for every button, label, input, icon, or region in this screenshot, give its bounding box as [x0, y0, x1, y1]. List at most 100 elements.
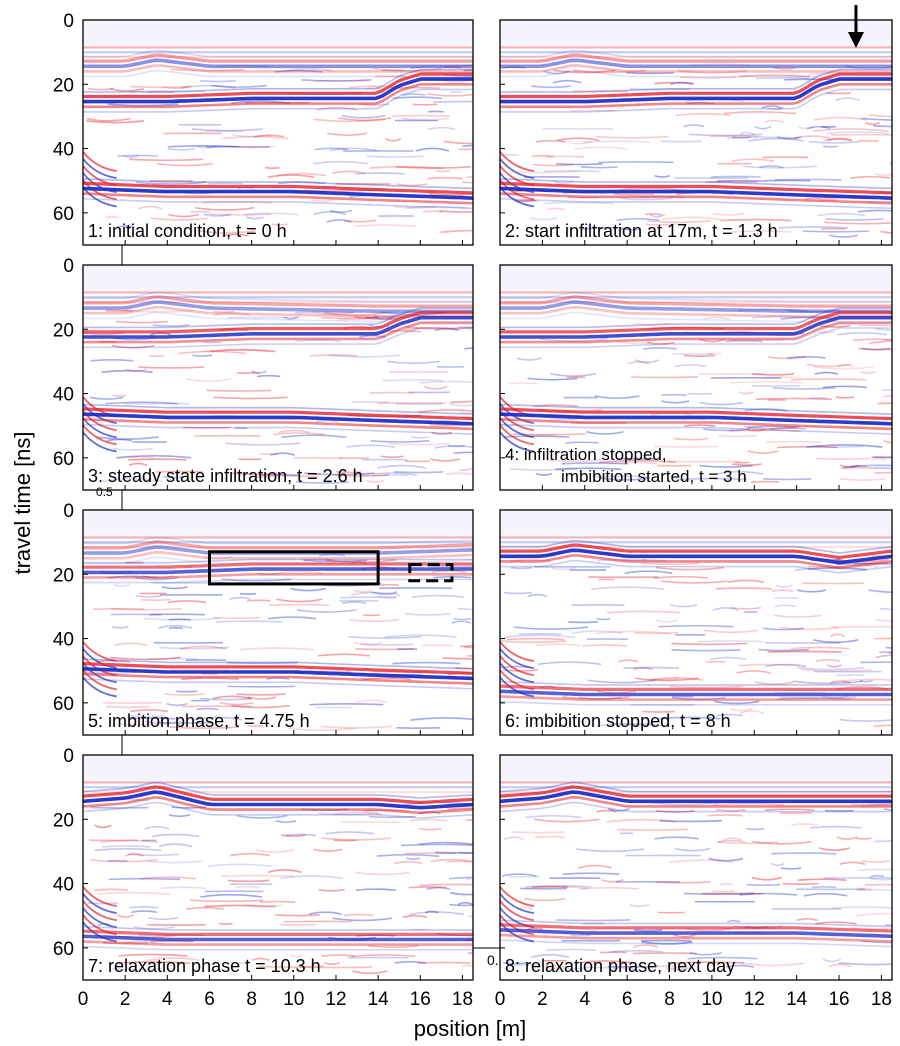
reflector-line — [500, 192, 892, 205]
x-tick-label: 4 — [162, 989, 173, 1010]
panel-label-line2: imbibition started, t = 3 h — [561, 467, 747, 486]
x-tick-label: 0 — [78, 989, 89, 1010]
reflector-line — [500, 315, 892, 339]
reflector-line — [500, 423, 892, 435]
panel-frame — [82, 264, 474, 491]
reflector-line — [500, 321, 892, 344]
reflector-line — [500, 680, 892, 686]
reflector-line — [500, 295, 892, 308]
reflector-line — [500, 311, 892, 334]
reflector-line — [83, 291, 473, 303]
reflector-line — [83, 181, 473, 195]
reflector-line — [83, 790, 473, 810]
reflector-line — [500, 795, 892, 808]
panel-3: 3: steady state infiltration, t = 2.6 h — [82, 264, 474, 491]
reflector-line — [500, 327, 892, 349]
reflector-line — [83, 573, 473, 579]
x-tick-label: 6 — [622, 989, 633, 1010]
reflector-line — [500, 554, 892, 570]
y-tick-label: 0 — [63, 11, 74, 32]
reflector-line — [83, 785, 473, 805]
reflector-line — [83, 327, 473, 349]
reflector-line — [500, 291, 892, 303]
reflector-line — [83, 658, 473, 670]
reflector-line — [500, 68, 892, 93]
reflector-line — [500, 939, 892, 948]
reflector-line — [500, 548, 892, 565]
reflector-line — [500, 801, 892, 813]
reflector-line — [83, 72, 473, 99]
reflector-line — [83, 68, 473, 93]
panel-background — [83, 265, 473, 490]
reflector-line — [500, 72, 892, 99]
panel-label: 6: imbibition stopped, t = 8 h — [505, 711, 731, 731]
y-tick-label: 40 — [53, 385, 74, 406]
radargram-image — [83, 20, 473, 237]
radargram-image — [500, 20, 892, 238]
y-tick-label: 20 — [53, 565, 74, 586]
reflector-line — [500, 919, 892, 928]
y-tick-label: 20 — [53, 75, 74, 96]
x-axis: 0 2 4 6 8 10 12 14 16 18 0 2 4 6 8 10 12 14 16 18 — [78, 989, 892, 1010]
y-tick-label: 60 — [53, 204, 74, 225]
reflector-line — [500, 790, 892, 804]
reflector-line — [83, 83, 473, 109]
reflector-line — [83, 578, 473, 584]
reflector-line — [500, 689, 892, 697]
reflector-line — [500, 928, 892, 939]
reflector-line — [500, 559, 892, 574]
reflector-line — [83, 307, 473, 329]
reflector-line — [83, 315, 473, 339]
x-tick-label: 4 — [579, 989, 590, 1010]
arrow-head — [847, 32, 864, 48]
panel-frame — [499, 264, 893, 491]
reflector-line — [83, 53, 473, 63]
reflector-line — [83, 407, 473, 421]
reflector-line — [500, 403, 892, 415]
x-tick-label: 2 — [120, 989, 131, 1010]
panel-5: 5: imbition phase, t = 4.75 h — [82, 509, 474, 736]
stray-label-left: 0.5 — [96, 485, 113, 499]
reflector-line — [500, 407, 892, 421]
reflector-line — [500, 181, 892, 195]
reflector-line — [500, 77, 892, 104]
reflector-line — [83, 567, 473, 575]
panel-8: 8: relaxation phase, next day — [499, 754, 893, 981]
reflector-line — [83, 540, 473, 550]
reflector-line — [83, 672, 473, 685]
panel-background — [500, 265, 892, 490]
reflector-line — [83, 678, 473, 690]
reflector-line — [500, 64, 892, 73]
reflector-line — [83, 945, 473, 951]
reflector-line — [500, 700, 892, 706]
panel-frame — [82, 509, 474, 736]
panel-label: 3: steady state infiltration, t = 2.6 h — [88, 466, 363, 486]
x-tick-label: 18 — [452, 989, 473, 1010]
panel-frame — [499, 19, 893, 246]
y-tick-label: 0 — [63, 256, 74, 277]
x-tick-label: 18 — [871, 989, 892, 1010]
reflector-line — [83, 77, 473, 104]
reflector-line — [83, 64, 473, 73]
panel-label: 7: relaxation phase t = 10.3 h — [88, 956, 321, 976]
reflector-line — [500, 53, 892, 63]
reflector-line — [83, 551, 473, 560]
reflector-line — [500, 923, 892, 933]
reflector-line — [500, 543, 892, 560]
reflector-line — [500, 197, 892, 210]
reflector-line — [83, 197, 473, 210]
radargram-image — [500, 755, 892, 971]
radargram-image — [83, 510, 473, 731]
panel-4: 4: infiltration stopped, imbibition start… — [499, 264, 893, 491]
radargram-image — [83, 755, 473, 975]
radargram-image — [500, 510, 892, 727]
reflector-line — [83, 562, 473, 569]
radargram-image — [83, 265, 473, 484]
x-tick-label: 0 — [495, 989, 506, 1010]
reflector-line — [83, 321, 473, 344]
highlight-box-solid — [207, 550, 380, 586]
reflector-line — [83, 801, 473, 819]
reflector-line — [83, 558, 473, 564]
reflector-line — [83, 58, 473, 69]
panel-label: 5: imbition phase, t = 4.75 h — [88, 711, 310, 731]
